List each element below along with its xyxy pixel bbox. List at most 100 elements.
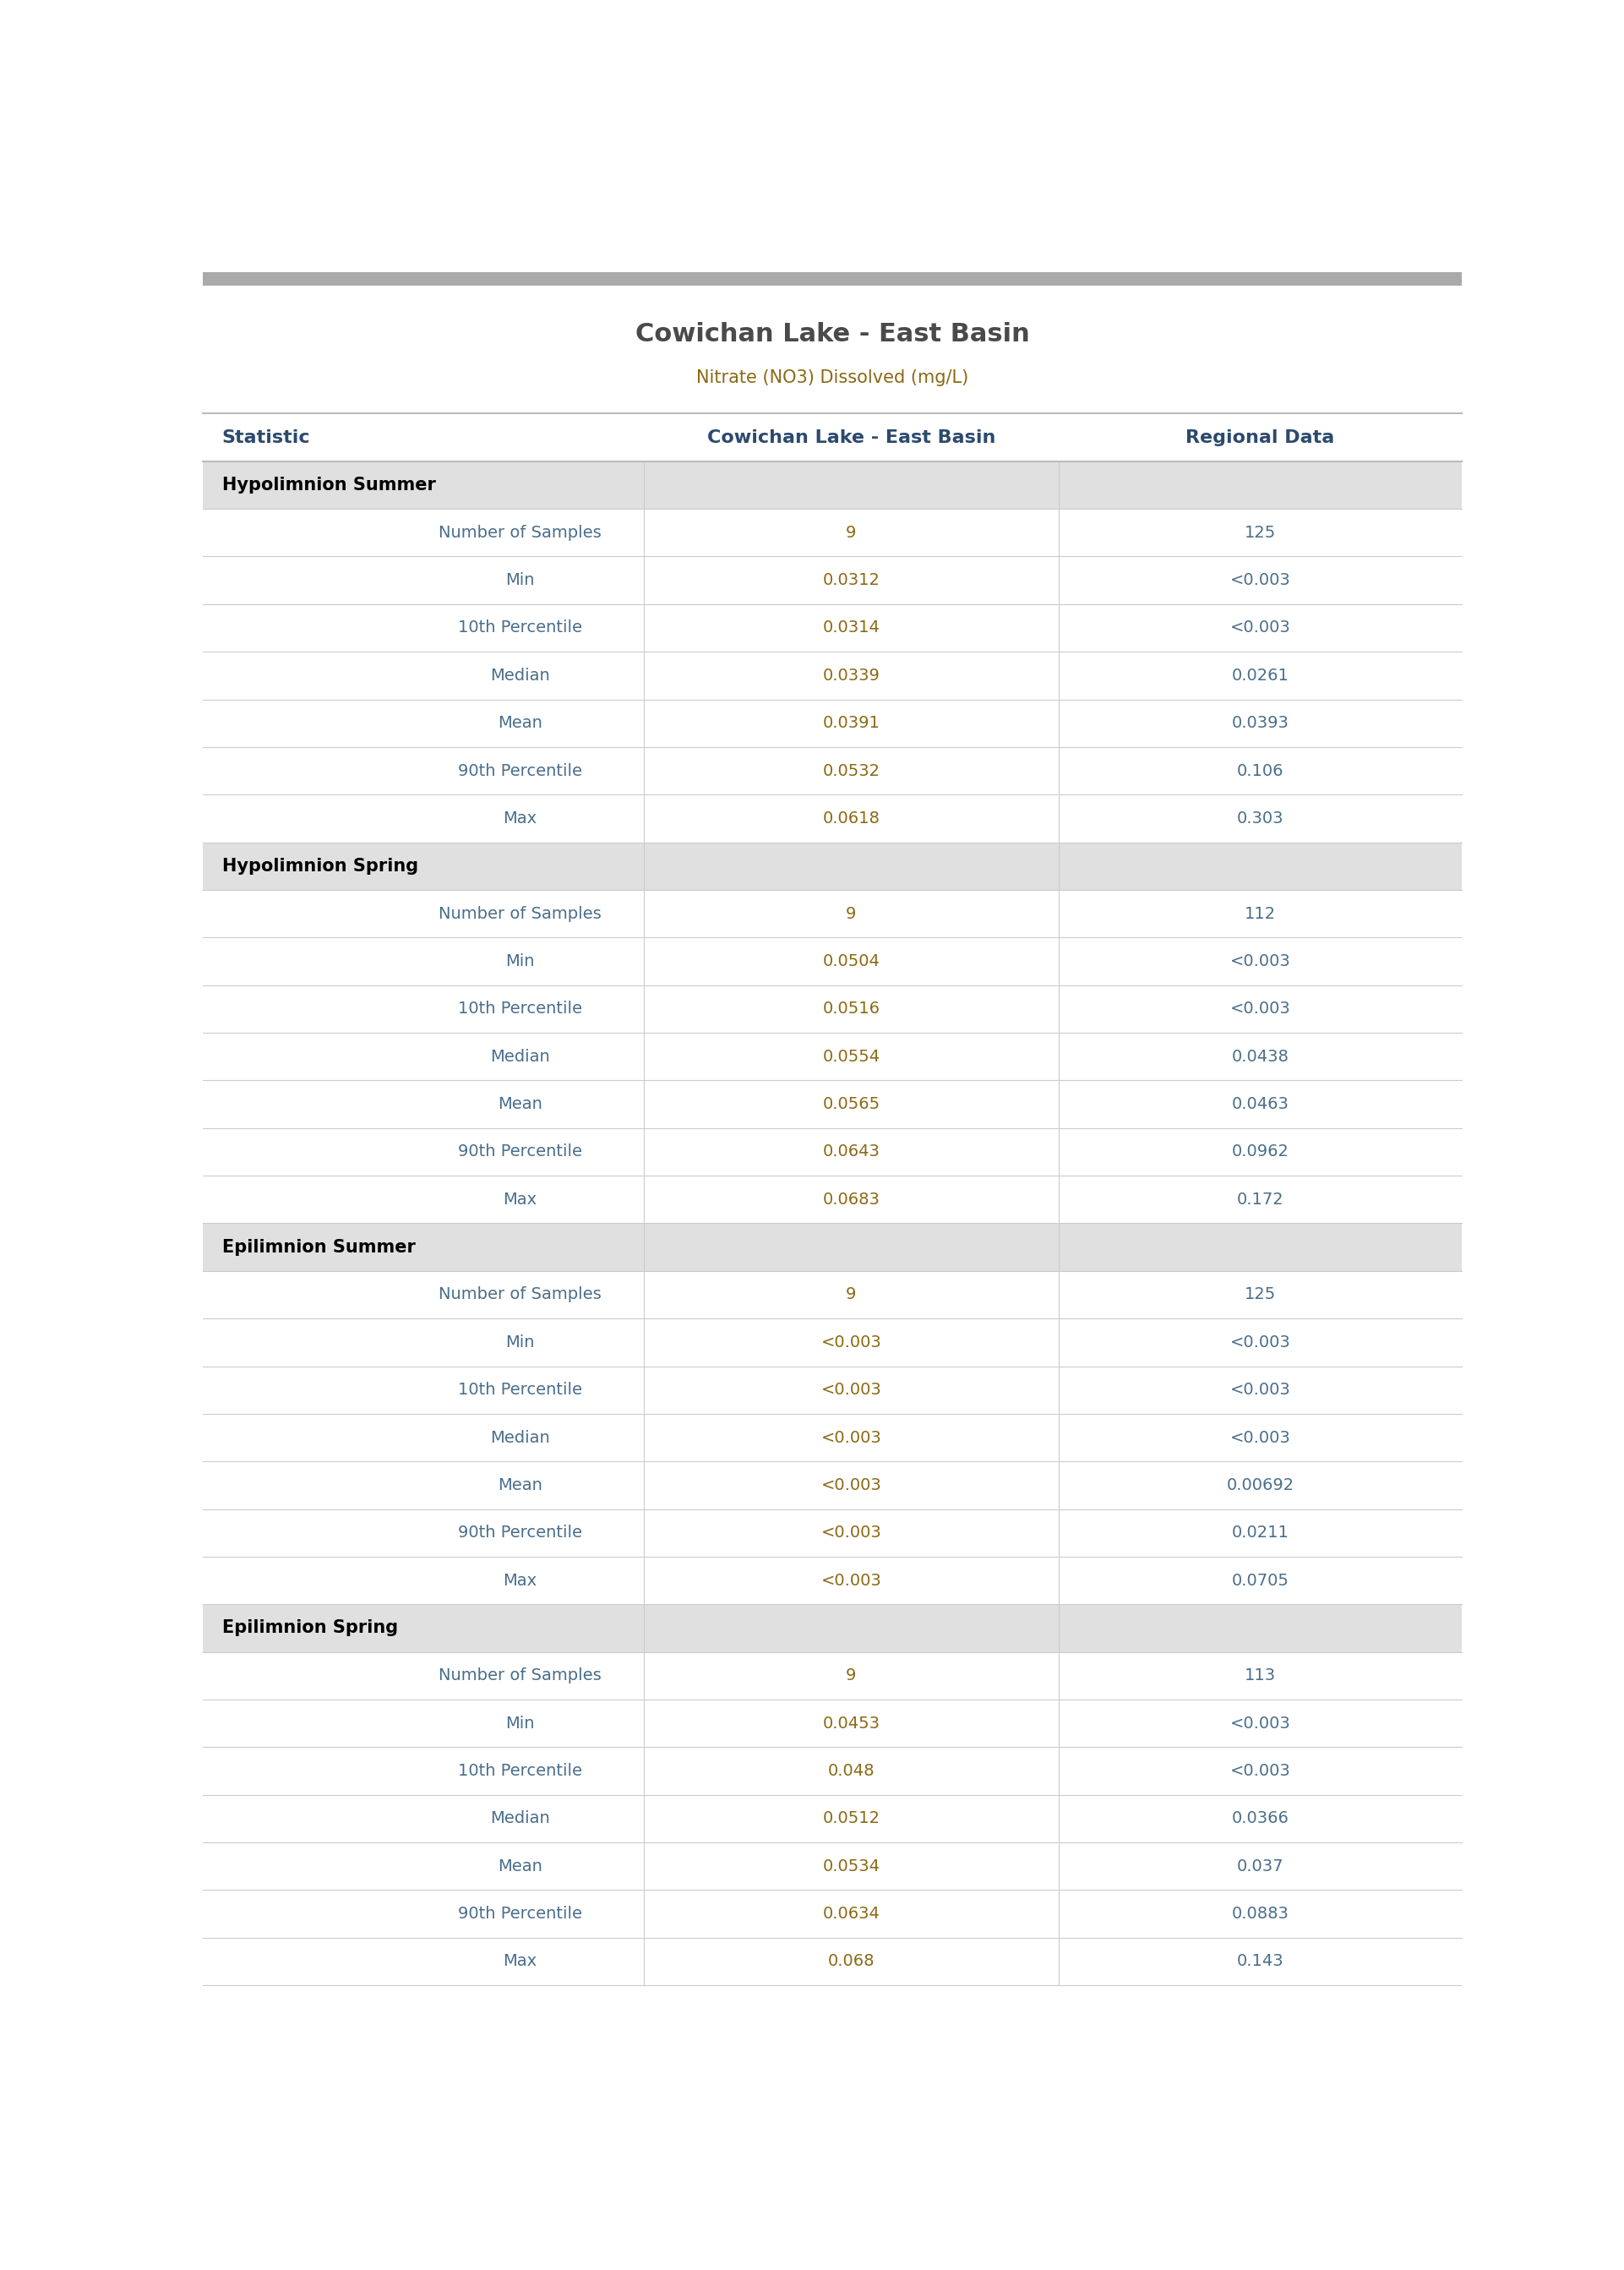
Text: 0.172: 0.172 <box>1237 1192 1283 1208</box>
Text: 10th Percentile: 10th Percentile <box>458 1764 583 1780</box>
Text: 9: 9 <box>846 524 856 540</box>
Bar <box>203 699 1462 747</box>
Text: 0.0463: 0.0463 <box>1231 1096 1289 1112</box>
Text: 0.0261: 0.0261 <box>1231 667 1289 683</box>
Bar <box>203 1319 1462 1367</box>
Text: 0.0453: 0.0453 <box>822 1716 880 1732</box>
Text: Mean: Mean <box>499 1859 542 1875</box>
Bar <box>203 1271 1462 1319</box>
Text: 112: 112 <box>1244 906 1276 922</box>
Text: 9: 9 <box>846 1287 856 1303</box>
Bar <box>203 842 1462 890</box>
Bar <box>203 1843 1462 1891</box>
Text: 0.0634: 0.0634 <box>822 1907 880 1923</box>
Text: 0.00692: 0.00692 <box>1226 1478 1294 1494</box>
Text: <0.003: <0.003 <box>1229 953 1291 969</box>
Bar <box>203 556 1462 604</box>
Text: 0.0705: 0.0705 <box>1231 1573 1289 1589</box>
Bar <box>203 1033 1462 1081</box>
Text: 0.068: 0.068 <box>828 1954 875 1970</box>
Text: 0.0314: 0.0314 <box>822 620 880 636</box>
Text: 10th Percentile: 10th Percentile <box>458 1001 583 1017</box>
Bar <box>203 985 1462 1033</box>
Text: 10th Percentile: 10th Percentile <box>458 1382 583 1398</box>
Text: <0.003: <0.003 <box>820 1573 882 1589</box>
Bar <box>203 1700 1462 1748</box>
Text: 0.0532: 0.0532 <box>822 763 880 779</box>
Bar <box>203 272 1462 286</box>
Text: 9: 9 <box>846 906 856 922</box>
Text: Nitrate (NO3) Dissolved (mg/L): Nitrate (NO3) Dissolved (mg/L) <box>697 370 968 386</box>
Bar <box>203 1891 1462 1939</box>
Text: 10th Percentile: 10th Percentile <box>458 620 583 636</box>
Text: <0.003: <0.003 <box>1229 1335 1291 1351</box>
Text: 0.0683: 0.0683 <box>822 1192 880 1208</box>
Text: <0.003: <0.003 <box>820 1335 882 1351</box>
Bar <box>203 1557 1462 1605</box>
Text: 0.106: 0.106 <box>1237 763 1283 779</box>
Text: 0.0312: 0.0312 <box>822 572 880 588</box>
Text: Hypolimnion Summer: Hypolimnion Summer <box>222 477 435 493</box>
Text: 0.048: 0.048 <box>828 1764 875 1780</box>
Text: 0.0534: 0.0534 <box>822 1859 880 1875</box>
Text: Max: Max <box>503 1192 538 1208</box>
Text: 0.0962: 0.0962 <box>1231 1144 1289 1160</box>
Text: Max: Max <box>503 810 538 826</box>
Bar <box>203 1367 1462 1414</box>
Text: 9: 9 <box>846 1668 856 1684</box>
Bar <box>203 1176 1462 1224</box>
Text: <0.003: <0.003 <box>1229 1430 1291 1446</box>
Bar <box>203 1128 1462 1176</box>
Bar <box>203 1653 1462 1700</box>
Text: 0.143: 0.143 <box>1237 1954 1283 1970</box>
Text: Mean: Mean <box>499 715 542 731</box>
Text: 0.0565: 0.0565 <box>822 1096 880 1112</box>
Text: 0.0512: 0.0512 <box>822 1811 880 1827</box>
Bar <box>203 794 1462 842</box>
Text: <0.003: <0.003 <box>1229 1001 1291 1017</box>
Text: <0.003: <0.003 <box>1229 572 1291 588</box>
Text: 125: 125 <box>1244 524 1276 540</box>
Text: 0.0211: 0.0211 <box>1231 1525 1289 1541</box>
Text: Hypolimnion Spring: Hypolimnion Spring <box>222 858 417 874</box>
Bar <box>203 413 1462 461</box>
Text: 0.0391: 0.0391 <box>822 715 880 731</box>
Text: 90th Percentile: 90th Percentile <box>458 1525 583 1541</box>
Text: 0.0643: 0.0643 <box>822 1144 880 1160</box>
Bar <box>203 1939 1462 1986</box>
Text: 125: 125 <box>1244 1287 1276 1303</box>
Text: 113: 113 <box>1244 1668 1276 1684</box>
Text: 90th Percentile: 90th Percentile <box>458 763 583 779</box>
Text: <0.003: <0.003 <box>1229 1382 1291 1398</box>
Text: <0.003: <0.003 <box>820 1382 882 1398</box>
Text: Mean: Mean <box>499 1478 542 1494</box>
Bar <box>203 1510 1462 1557</box>
Text: Min: Min <box>505 1335 534 1351</box>
Bar <box>203 286 1462 413</box>
Text: Statistic: Statistic <box>222 429 310 445</box>
Text: Median: Median <box>490 1811 551 1827</box>
Text: 0.0516: 0.0516 <box>822 1001 880 1017</box>
Text: 90th Percentile: 90th Percentile <box>458 1144 583 1160</box>
Text: Cowichan Lake - East Basin: Cowichan Lake - East Basin <box>706 429 996 445</box>
Text: Number of Samples: Number of Samples <box>438 906 601 922</box>
Text: Number of Samples: Number of Samples <box>438 524 601 540</box>
Text: <0.003: <0.003 <box>820 1430 882 1446</box>
Text: <0.003: <0.003 <box>820 1478 882 1494</box>
Bar <box>203 747 1462 794</box>
Bar <box>203 1414 1462 1462</box>
Text: 0.037: 0.037 <box>1237 1859 1283 1875</box>
Text: 0.0883: 0.0883 <box>1231 1907 1289 1923</box>
Text: Max: Max <box>503 1954 538 1970</box>
Text: 0.0618: 0.0618 <box>822 810 880 826</box>
Bar <box>203 508 1462 556</box>
Text: Median: Median <box>490 1430 551 1446</box>
Text: Epilimnion Spring: Epilimnion Spring <box>222 1621 398 1637</box>
Text: Regional Data: Regional Data <box>1186 429 1335 445</box>
Bar <box>203 1605 1462 1653</box>
Text: 0.0438: 0.0438 <box>1231 1049 1289 1065</box>
Text: Median: Median <box>490 1049 551 1065</box>
Text: Median: Median <box>490 667 551 683</box>
Bar <box>203 938 1462 985</box>
Text: 0.0366: 0.0366 <box>1231 1811 1289 1827</box>
